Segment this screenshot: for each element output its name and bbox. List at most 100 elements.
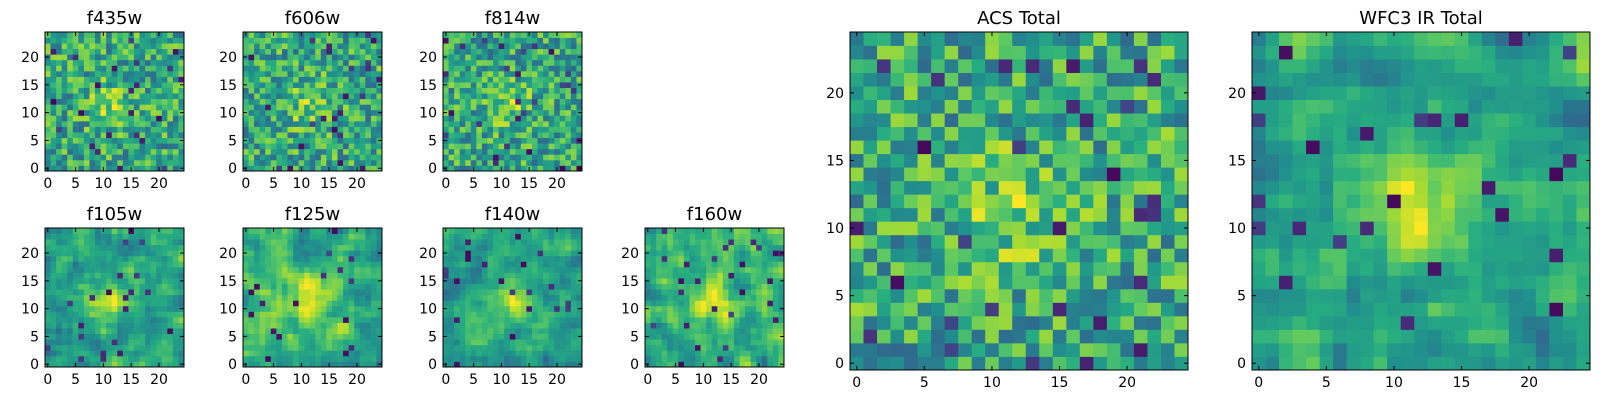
- heatmap-cell: [173, 154, 179, 160]
- heatmap-cell: [51, 300, 57, 306]
- heatmap-cell: [662, 356, 668, 362]
- heatmap-cell: [276, 250, 282, 256]
- heatmap-cell: [532, 256, 538, 262]
- heatmap-cell: [326, 261, 332, 267]
- heatmap-cell: [443, 93, 449, 99]
- heatmap-cell: [67, 306, 73, 312]
- heatmap-cell: [67, 160, 73, 166]
- heatmap-cell: [167, 149, 173, 155]
- heatmap-cell: [326, 54, 332, 60]
- heatmap-cell: [265, 104, 271, 110]
- heatmap-cell: [321, 267, 327, 273]
- heatmap-cell: [287, 234, 293, 240]
- heatmap-cell: [521, 71, 527, 77]
- heatmap-cell: [526, 278, 532, 284]
- heatmap-cell: [521, 345, 527, 351]
- heatmap-cell: [515, 334, 521, 340]
- heatmap-cell: [282, 138, 288, 144]
- heatmap-cell: [734, 300, 740, 306]
- heatmap-cell: [460, 71, 466, 77]
- heatmap-cell: [510, 345, 516, 351]
- heatmap-cell: [460, 250, 466, 256]
- heatmap-cell: [662, 272, 668, 278]
- heatmap-cell: [717, 289, 723, 295]
- heatmap-cell: [476, 143, 482, 149]
- heatmap-cell: [89, 110, 95, 116]
- heatmap-cell: [304, 93, 310, 99]
- heatmap-cell: [151, 228, 157, 234]
- heatmap-cell: [128, 317, 134, 323]
- heatmap-cell: [315, 334, 321, 340]
- heatmap-cell: [454, 65, 460, 71]
- heatmap-cell: [354, 295, 360, 301]
- heatmap-cell: [1093, 221, 1107, 235]
- heatmap-cell: [684, 256, 690, 262]
- heatmap-cell: [271, 261, 277, 267]
- heatmap-cell: [1039, 343, 1053, 357]
- heatmap-cell: [95, 311, 101, 317]
- heatmap-cell: [134, 127, 140, 133]
- heatmap-cell: [112, 345, 118, 351]
- heatmap-cell: [293, 261, 299, 267]
- heatmap-cell: [106, 154, 112, 160]
- heatmap-cell: [877, 343, 891, 357]
- heatmap-cell: [151, 93, 157, 99]
- heatmap-cell: [560, 284, 566, 290]
- heatmap-cell: [315, 234, 321, 240]
- heatmap-cell: [712, 295, 718, 301]
- heatmap-cell: [299, 115, 305, 121]
- heatmap-cell: [918, 316, 932, 330]
- heatmap-cell: [51, 289, 57, 295]
- heatmap-cell: [62, 311, 68, 317]
- heatmap-cell: [1012, 356, 1026, 370]
- heatmap-cell: [499, 278, 505, 284]
- heatmap-cell: [287, 250, 293, 256]
- heatmap-cell: [287, 127, 293, 133]
- heatmap-cell: [243, 261, 249, 267]
- heatmap-cell: [332, 76, 338, 82]
- heatmap-cell: [656, 328, 662, 334]
- heatmap-cell: [67, 250, 73, 256]
- heatmap-cell: [493, 295, 499, 301]
- heatmap-cell: [156, 284, 162, 290]
- heatmap-cell: [549, 115, 555, 121]
- heatmap-cell: [532, 65, 538, 71]
- heatmap-cell: [145, 323, 151, 329]
- heatmap-cell: [151, 323, 157, 329]
- heatmap-cell: [287, 317, 293, 323]
- heatmap-cell: [310, 110, 316, 116]
- heatmap-cell: [162, 127, 168, 133]
- heatmap-cell: [282, 43, 288, 49]
- heatmap-cell: [476, 267, 482, 273]
- heatmap-cell: [117, 99, 123, 105]
- heatmap-cell: [134, 88, 140, 94]
- heatmap-cell: [95, 149, 101, 155]
- heatmap-cell: [123, 250, 129, 256]
- heatmap-cell: [349, 356, 355, 362]
- heatmap-cell: [560, 245, 566, 251]
- heatmap-cell: [717, 261, 723, 267]
- heatmap-cell: [360, 104, 366, 110]
- heatmap-cell: [162, 38, 168, 44]
- heatmap-cell: [538, 284, 544, 290]
- heatmap-cell: [326, 256, 332, 262]
- heatmap-cell: [349, 93, 355, 99]
- heatmap-cell: [543, 38, 549, 44]
- heatmap-cell: [1134, 329, 1148, 343]
- heatmap-cell: [260, 32, 266, 38]
- heatmap-cell: [695, 317, 701, 323]
- heatmap-cell: [476, 306, 482, 312]
- heatmap-cell: [717, 272, 723, 278]
- heatmap-cell: [371, 149, 377, 155]
- heatmap-cell: [521, 317, 527, 323]
- heatmap-cell: [78, 278, 84, 284]
- heatmap-cell: [156, 121, 162, 127]
- heatmap-cell: [549, 160, 555, 166]
- heatmap-cell: [678, 228, 684, 234]
- heatmap-cell: [73, 261, 79, 267]
- heatmap-cell: [476, 132, 482, 138]
- heatmap-cell: [1134, 343, 1148, 357]
- heatmap-cell: [243, 88, 249, 94]
- heatmap-cell: [723, 272, 729, 278]
- heatmap-cell: [271, 82, 277, 88]
